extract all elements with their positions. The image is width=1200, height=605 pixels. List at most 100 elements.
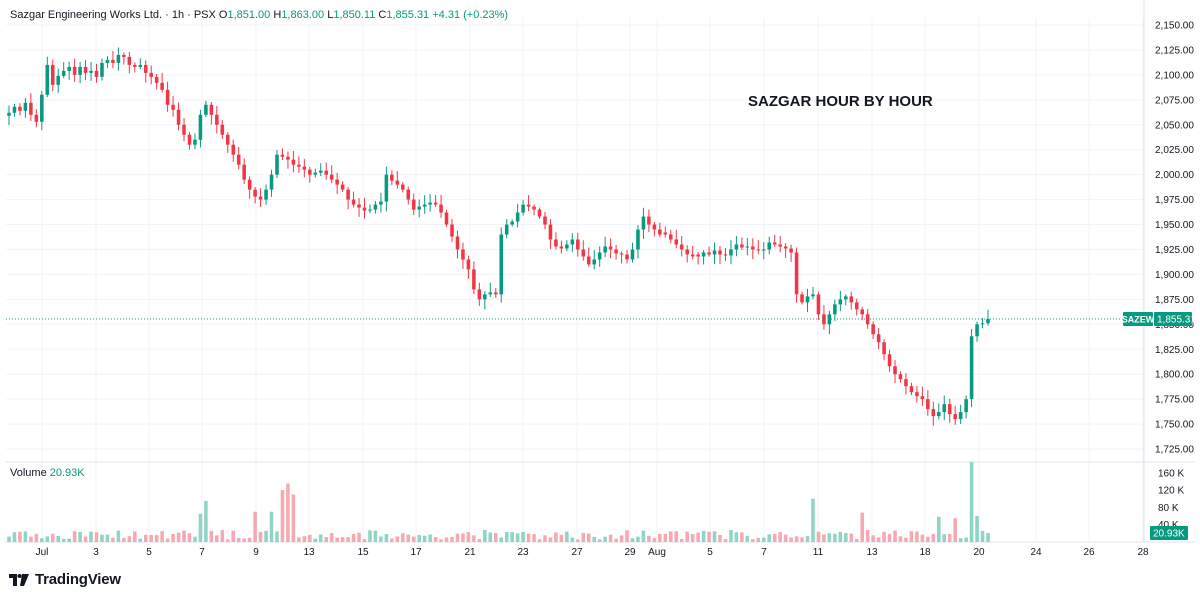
candle [313, 168, 318, 178]
time-tick-label: Jul [36, 547, 49, 558]
volume-bar [340, 537, 345, 542]
candle [537, 207, 542, 219]
candle [34, 109, 39, 128]
candle-body [920, 396, 925, 400]
candle-body [122, 54, 126, 57]
candle [734, 236, 739, 257]
volume-tick-label: 80 K [1158, 503, 1179, 514]
candle [275, 150, 279, 179]
last-volume-label: 20.93K [1153, 528, 1185, 539]
volume-bar [34, 533, 39, 542]
volume-bar [537, 539, 542, 542]
candle [499, 227, 504, 303]
candle-body [926, 399, 930, 410]
volume-bar [915, 531, 919, 542]
candle [718, 245, 722, 264]
volume-bar [783, 534, 788, 542]
candle [674, 229, 679, 249]
candle [450, 218, 454, 242]
candle [89, 61, 93, 82]
candle-body [488, 292, 493, 295]
volume-bar [225, 539, 230, 542]
time-tick-label: 26 [1083, 547, 1095, 558]
candle-body [253, 189, 257, 197]
volume-bar [904, 537, 908, 542]
candle-body [772, 242, 777, 245]
candle-body [515, 212, 520, 222]
candle [297, 156, 301, 173]
candle [236, 146, 241, 170]
volume-bar [811, 498, 815, 542]
volume-bar [986, 532, 990, 542]
volume-bar [860, 512, 864, 542]
volume-bar [854, 538, 859, 542]
price-tick-label: 1,750.00 [1155, 420, 1194, 431]
candle [630, 242, 635, 263]
candle-body [291, 159, 296, 165]
candle-body [390, 174, 394, 181]
candle-body [630, 249, 635, 260]
volume-bar [433, 537, 438, 542]
candle-body [204, 104, 208, 115]
volume-bar [893, 530, 897, 542]
volume-bar [619, 535, 624, 542]
candle [964, 395, 968, 419]
volume-bar [105, 534, 110, 542]
candle-body [652, 224, 657, 230]
candle [515, 203, 520, 228]
candle [138, 58, 143, 70]
volume-bar [111, 537, 115, 542]
candle-body [50, 64, 55, 85]
time-tick-label: 3 [93, 547, 99, 558]
candle [827, 310, 832, 335]
candle [493, 287, 498, 298]
price-tick-label: 1,875.00 [1155, 295, 1194, 306]
candle [67, 61, 71, 80]
candle [225, 132, 230, 153]
candle [340, 181, 345, 192]
candle [586, 247, 591, 267]
candle [504, 219, 509, 239]
volume-bar [936, 516, 941, 542]
candle [72, 58, 77, 82]
close-value: 1,855.31 [386, 9, 430, 21]
candle [833, 299, 837, 321]
volume-bar [745, 536, 750, 542]
volume-bar [23, 531, 28, 542]
volume-bar [953, 518, 957, 542]
candle-body [570, 239, 575, 245]
candle-body [559, 246, 564, 249]
volume-bar [171, 534, 175, 542]
candle [811, 286, 815, 300]
candle-body [127, 56, 132, 65]
candle-body [89, 70, 93, 73]
volume-bar [772, 533, 777, 542]
price-tick-label: 2,025.00 [1155, 145, 1194, 156]
candle [838, 290, 843, 312]
candle-body [619, 253, 624, 255]
low-label: L [327, 9, 334, 21]
volume-bar [198, 513, 203, 542]
tradingview-brand[interactable]: TradingView [9, 571, 121, 588]
candle-body [280, 154, 285, 157]
volume-bar [362, 539, 367, 542]
volume-bar [712, 531, 717, 542]
candle-body [18, 106, 22, 111]
volume-bar [718, 535, 722, 542]
time-tick-label: 13 [303, 547, 315, 558]
candle-body [636, 229, 640, 250]
candle [362, 197, 367, 219]
volume-bar [154, 535, 159, 542]
volume-bar [729, 529, 733, 542]
volume-bar [193, 536, 197, 542]
candle-body [625, 254, 629, 260]
candle [384, 166, 389, 212]
time-tick-label: 24 [1030, 547, 1042, 558]
candle [61, 62, 66, 79]
candle [652, 221, 657, 237]
volume-bar [40, 538, 44, 542]
volume-bar [72, 531, 77, 542]
candle [127, 52, 132, 74]
